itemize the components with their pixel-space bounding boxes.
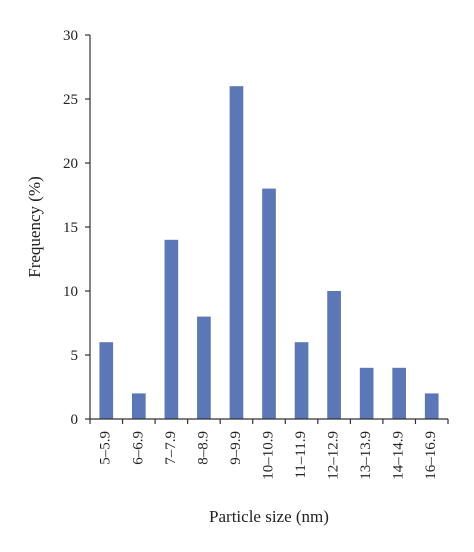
bar xyxy=(197,316,211,419)
y-tick-label: 30 xyxy=(63,28,78,44)
x-axis-title: Particle size (nm) xyxy=(209,507,329,526)
y-tick-label: 0 xyxy=(71,412,79,428)
x-tick-label: 7–7.9 xyxy=(163,431,179,465)
x-tick-label: 9–9.9 xyxy=(228,431,244,465)
bar xyxy=(392,367,407,419)
x-tick-label: 14–14.9 xyxy=(391,431,407,480)
x-tick-label: 11–11.9 xyxy=(293,431,309,479)
y-tick-label: 15 xyxy=(63,220,78,236)
y-tick-label: 10 xyxy=(63,284,78,300)
bar xyxy=(131,393,146,419)
x-tick-label: 12–12.9 xyxy=(326,431,342,480)
x-tick-label: 8–8.9 xyxy=(195,431,211,465)
x-tick-label: 6–6.9 xyxy=(130,431,146,465)
bar xyxy=(424,393,439,419)
y-tick-label: 25 xyxy=(63,92,78,108)
bar xyxy=(327,291,341,419)
bar xyxy=(359,367,374,419)
bar xyxy=(229,86,244,419)
bar xyxy=(99,342,114,419)
y-tick-label: 5 xyxy=(71,348,79,364)
bar xyxy=(164,239,179,419)
x-ticks: 5–5.9 6–6.9 7–7.9 8–8.9 9–9.9 10–10.9 11–11.9 1… xyxy=(89,419,449,480)
y-axis-title: Frequency (%) xyxy=(25,176,44,278)
bars-layer xyxy=(99,86,439,419)
x-tick-label: 13–13.9 xyxy=(358,431,374,480)
bar xyxy=(294,342,309,419)
bar xyxy=(262,188,276,419)
x-tick-label: 5–5.9 xyxy=(98,431,114,465)
y-ticks: 0 5 10 15 20 25 30 xyxy=(63,28,90,428)
x-tick-label: 10–10.9 xyxy=(260,431,276,480)
y-tick-label: 20 xyxy=(63,156,78,172)
x-tick-label: 16–16.9 xyxy=(423,431,439,480)
